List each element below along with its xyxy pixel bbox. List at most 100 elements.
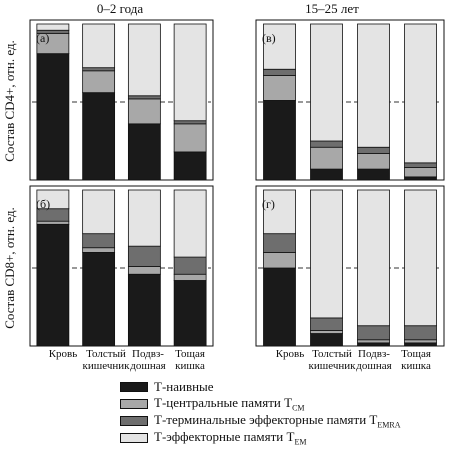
- bar-segment-jejunum-naive: [173, 151, 207, 181]
- bar-segment-jejunum-em: [404, 23, 437, 164]
- panel-0: (а): [29, 19, 214, 181]
- panel-3: (г): [255, 185, 445, 347]
- legend-label-naive: Т-наивные: [154, 378, 214, 394]
- bar-segment-blood-naive: [263, 100, 296, 181]
- bar-segment-jejunum-emra: [404, 162, 437, 168]
- panel-label: (г): [262, 197, 275, 211]
- panel-frame: [255, 185, 445, 347]
- legend-label-emra: Т-терминальные эффекторные памяти TEMRA: [154, 411, 401, 430]
- panel-label: (б): [36, 197, 50, 211]
- panel-frame: [29, 19, 214, 181]
- x-label-ileum-2: дошная: [130, 360, 165, 372]
- legend-swatch-em: [120, 432, 148, 443]
- bar-segment-jejunum-emra: [173, 256, 207, 275]
- bar-segment-ileum-cm: [127, 266, 161, 275]
- bar-segment-colon-naive: [82, 92, 116, 181]
- bar-segment-ileum-cm: [127, 98, 161, 125]
- bar-segment-ileum-em: [127, 23, 161, 97]
- bar-segment-colon-em: [82, 189, 116, 235]
- bar-segment-jejunum-em: [404, 189, 437, 327]
- x-label-blood-1-right: Кровь: [276, 348, 305, 360]
- x-label-ileum-1-right: Подвз-: [358, 348, 390, 360]
- panel-label: (а): [36, 31, 49, 45]
- legend-label-em: Т-эффекторные памяти TEM: [154, 428, 307, 447]
- x-label-jejunum-2-right: кишка: [401, 360, 431, 372]
- bar-segment-colon-em: [82, 23, 116, 69]
- bar-segment-ileum-emra: [357, 146, 390, 154]
- bar-segment-colon-naive: [310, 333, 343, 347]
- x-label-jejunum-1-right: Тощая: [401, 348, 431, 360]
- bar-segment-jejunum-emra: [404, 325, 437, 341]
- bar-segment-blood-em: [263, 23, 296, 70]
- bar-segment-colon-emra: [310, 317, 343, 331]
- bar-segment-colon-emra: [82, 67, 116, 72]
- bar-segment-blood-cm: [263, 251, 296, 269]
- legend-item-em: Т-эффекторные памяти TEM: [120, 429, 450, 446]
- bar-segment-jejunum-naive: [404, 176, 437, 181]
- bar-segment-colon-naive: [310, 168, 343, 181]
- legend-item-emra: Т-терминальные эффекторные памяти TEMRA: [120, 412, 450, 429]
- x-label-jejunum-1: Тощая: [175, 348, 205, 360]
- column-title-right: 15–25 лет: [305, 1, 359, 16]
- bar-segment-jejunum-cm: [173, 123, 207, 153]
- bar-segment-blood-em: [36, 189, 70, 210]
- bar-segment-colon-emra: [310, 140, 343, 148]
- bar-segment-blood-cm: [36, 220, 70, 225]
- bar-segment-ileum-em: [357, 23, 390, 148]
- legend-swatch-naive: [120, 381, 148, 392]
- x-label-jejunum-2: кишка: [175, 360, 205, 372]
- bar-segment-ileum-cm: [357, 153, 390, 170]
- bar-segment-colon-cm: [82, 70, 116, 94]
- x-label-blood-1: Кровь: [49, 348, 78, 360]
- row-label-cd8: Состав CD8+, отн. ед.: [2, 207, 17, 329]
- bar-segment-jejunum-naive: [173, 280, 207, 347]
- bar-segment-jejunum-cm: [404, 167, 437, 178]
- x-label-colon-1: Толстый: [86, 348, 126, 360]
- legend-item-naive: Т-наивные: [120, 378, 450, 395]
- bar-segment-ileum-emra: [127, 95, 161, 100]
- row-label-cd4: Состав CD4+, отн. ед.: [2, 40, 17, 162]
- x-label-colon-2: кишечник: [83, 360, 131, 372]
- bar-segment-ileum-naive: [127, 273, 161, 347]
- bar-segment-blood-emra: [263, 68, 296, 76]
- bar-segment-ileum-emra: [127, 245, 161, 267]
- bar-segment-ileum-naive: [127, 123, 161, 181]
- bar-segment-ileum-emra: [357, 325, 390, 341]
- legend-label-cm: Т-центральные памяти TCM: [154, 394, 305, 413]
- column-title-left: 0–2 года: [97, 1, 143, 16]
- bar-segment-jejunum-cm: [404, 339, 437, 344]
- x-label-colon-1-right: Толстый: [312, 348, 352, 360]
- bar-segment-jejunum-cm: [173, 273, 207, 281]
- bar-segment-colon-cm: [310, 329, 343, 334]
- bar-segment-colon-naive: [82, 251, 116, 347]
- panel-1: (в): [255, 19, 445, 181]
- legend-swatch-cm: [120, 398, 148, 409]
- panel-2: (б): [29, 185, 214, 347]
- legend-item-cm: Т-центральные памяти TCM: [120, 395, 450, 412]
- bar-segment-jejunum-em: [173, 189, 207, 258]
- bar-segment-blood-naive: [36, 53, 70, 181]
- panel-frame: [29, 185, 214, 347]
- x-label-colon-2-right: кишечник: [309, 360, 357, 372]
- bar-segment-jejunum-naive: [404, 342, 437, 347]
- bar-segment-colon-em: [310, 23, 343, 142]
- bar-segment-jejunum-em: [173, 23, 207, 122]
- bar-segment-colon-cm: [82, 247, 116, 253]
- x-label-ileum-2-right: дошная: [356, 360, 391, 372]
- bar-segment-ileum-naive: [357, 168, 390, 181]
- bar-segment-blood-cm: [263, 75, 296, 101]
- bar-segment-blood-em: [263, 189, 296, 235]
- bar-segment-ileum-cm: [357, 339, 390, 344]
- bar-segment-colon-cm: [310, 146, 343, 170]
- legend-swatch-emra: [120, 415, 148, 426]
- bar-segment-jejunum-emra: [173, 120, 207, 125]
- bar-segment-ileum-em: [357, 189, 390, 327]
- legend: Т-наивные Т-центральные памяти TCM Т-тер…: [120, 378, 450, 446]
- bar-segment-colon-emra: [82, 233, 116, 249]
- panel-label: (в): [262, 31, 276, 45]
- bar-segment-blood-emra: [263, 233, 296, 253]
- x-label-ileum-1: Подвз-: [132, 348, 164, 360]
- bar-segment-blood-em: [36, 23, 70, 31]
- bar-segment-blood-naive: [263, 267, 296, 347]
